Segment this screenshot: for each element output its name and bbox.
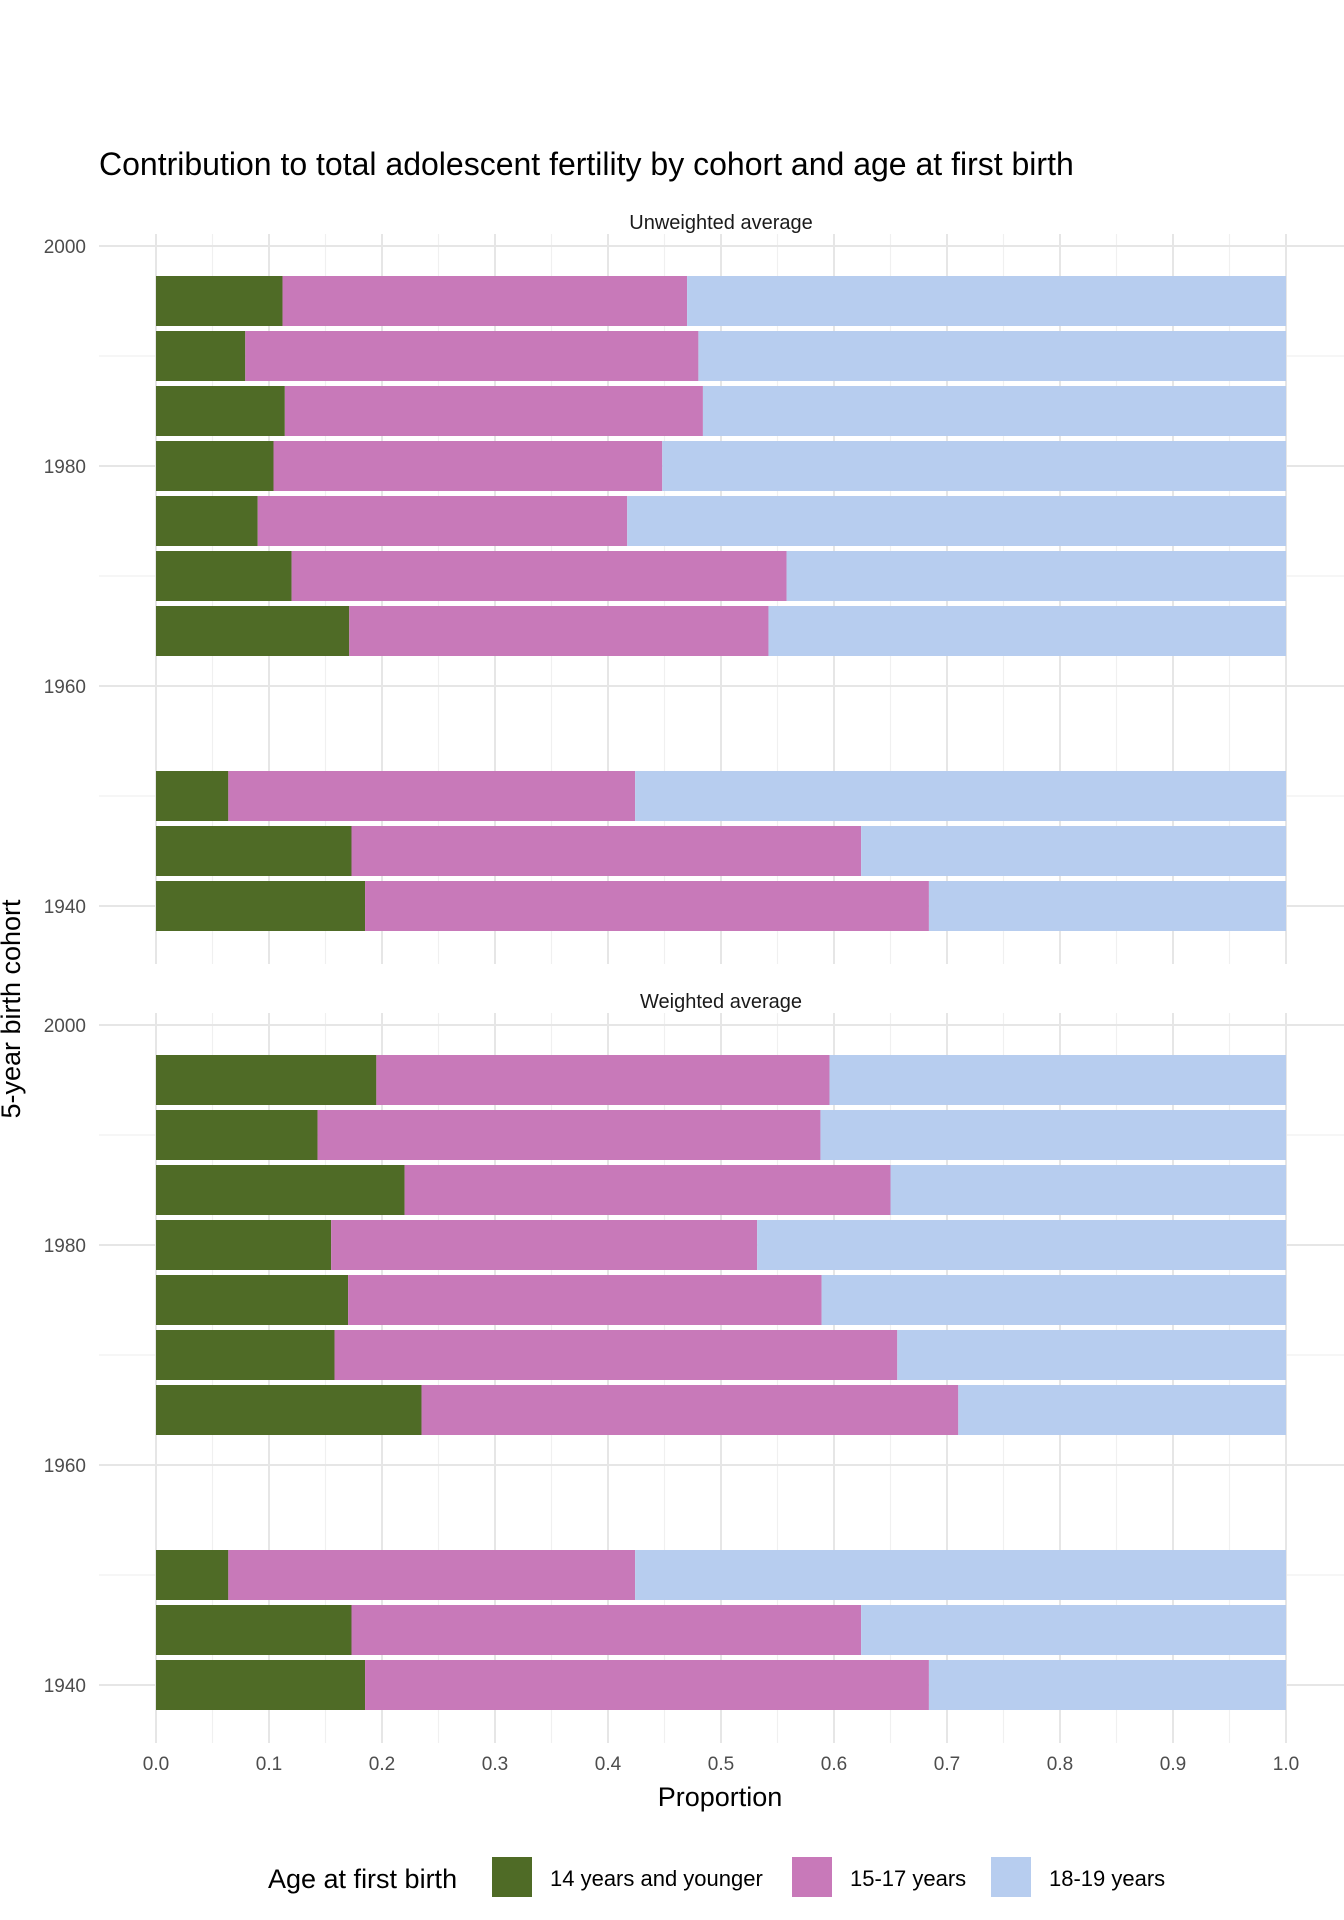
bar-segment [156,551,292,601]
x-tick-label: 0.7 [934,1754,960,1775]
legend-title: Age at first birth [268,1864,457,1894]
bar-segment [156,771,229,821]
bar-segment [768,606,1286,656]
bar-segment [890,1165,1286,1215]
y-tick-label: 2000 [44,1016,86,1037]
panel-1: 1940 1960 1980 2000 Unweighted average [44,212,1344,964]
y-axis-label: 5-year birth cohort [0,899,26,1119]
bar-segment [928,1660,1286,1710]
bar-segment [404,1165,891,1215]
bar-segment [376,1055,830,1105]
panel-2: 1940 1960 1980 2000 Weighted average [44,991,1344,1743]
bar-segment [284,386,703,436]
bar-segment [156,276,283,326]
bar-segment [228,771,636,821]
x-tick-label: 0.5 [708,1754,734,1775]
legend-label-14-and-younger: 14 years and younger [550,1866,763,1891]
bar-segment [861,826,1286,876]
bar-segment [156,881,366,931]
bar-segment [156,1330,335,1380]
bar-segment [365,1660,929,1710]
bar-segment [156,1165,405,1215]
chart-title: Contribution to total adolescent fertili… [99,146,1074,182]
x-axis-label: Proportion [658,1782,783,1812]
bar-segment [687,276,1286,326]
x-tick-label: 0.9 [1160,1754,1186,1775]
bar-segment [291,551,787,601]
x-axis: 0.0 0.1 0.2 0.3 0.4 0.5 0.6 0.7 0.8 0.9 1.0 [143,1754,1299,1775]
bar-segment [245,331,699,381]
bar-segment [273,441,663,491]
bar-segment [156,1220,332,1270]
bar-segment [156,826,352,876]
x-tick-label: 0.2 [369,1754,395,1775]
bar-segment [156,386,285,436]
y-tick-label: 1960 [44,677,86,698]
x-tick-label: 0.0 [143,1754,169,1775]
bar-segment [829,1055,1286,1105]
bar-segment [334,1330,898,1380]
bar-segment [928,881,1286,931]
bar-segment [156,1660,366,1710]
bar-segment [635,1550,1286,1600]
bar-segment [351,1605,862,1655]
legend: Age at first birth 14 years and younger … [268,1857,1165,1897]
legend-swatch-18-19 [991,1857,1031,1897]
bar-segment [156,496,258,546]
bar-segment [282,276,688,326]
x-tick-label: 0.6 [821,1754,847,1775]
bar-segment [627,496,1286,546]
bar-segment [257,496,628,546]
bar-segment [421,1385,959,1435]
x-tick-label: 1.0 [1273,1754,1299,1775]
y-tick-label: 1940 [44,1676,86,1697]
bar-segment [156,441,274,491]
x-tick-label: 0.4 [595,1754,622,1775]
y-tick-label: 1980 [44,1236,86,1257]
bar-segment [820,1110,1286,1160]
bar-segment [635,771,1286,821]
bar-segment [698,331,1286,381]
legend-swatch-14-and-younger [492,1857,532,1897]
y-tick-label: 2000 [44,237,86,258]
bar-segment [156,1550,229,1600]
bar-segment [786,551,1286,601]
bar-segment [662,441,1286,491]
bar-segment [156,331,246,381]
legend-swatch-15-17 [792,1857,832,1897]
legend-label-18-19: 18-19 years [1049,1866,1165,1891]
legend-label-15-17: 15-17 years [850,1866,966,1891]
bar-segment [958,1385,1286,1435]
x-tick-label: 0.1 [256,1754,282,1775]
bar-segment [351,826,862,876]
bar-segment [317,1110,821,1160]
bar-segment [156,606,350,656]
y-tick-label: 1980 [44,457,86,478]
bar-segment [228,1550,636,1600]
y-tick-label: 1960 [44,1456,86,1477]
bar-segment [821,1275,1286,1325]
bar-segment [348,1275,822,1325]
bar-segment [156,1605,352,1655]
bar-segment [331,1220,758,1270]
bar-segment [156,1055,377,1105]
y-tick-label: 1940 [44,897,86,918]
bar-segment [349,606,769,656]
x-tick-label: 0.8 [1047,1754,1073,1775]
bar-segment [365,881,929,931]
bar-segment [757,1220,1286,1270]
bar-segment [897,1330,1286,1380]
bar-segment [156,1385,422,1435]
x-tick-label: 0.3 [482,1754,508,1775]
panel-title: Unweighted average [629,212,812,234]
bar-segment [702,386,1286,436]
bar-segment [156,1110,318,1160]
bar-segment [861,1605,1286,1655]
bar-segment [156,1275,349,1325]
panel-title: Weighted average [640,991,802,1013]
